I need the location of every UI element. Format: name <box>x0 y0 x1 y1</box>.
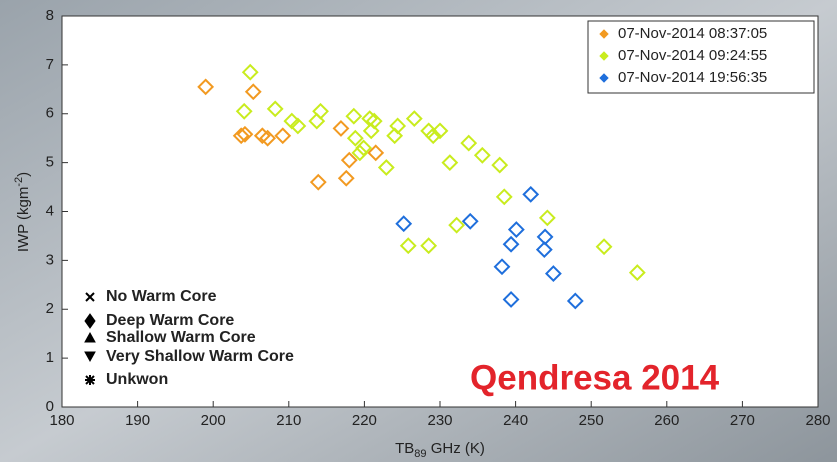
point <box>502 235 520 253</box>
point <box>235 102 253 120</box>
point <box>544 265 562 282</box>
point <box>448 216 466 234</box>
point <box>420 237 438 255</box>
legend-marker <box>599 51 609 61</box>
y-tick-label: 1 <box>46 349 54 366</box>
point <box>535 241 553 259</box>
point <box>431 122 449 140</box>
point <box>473 146 491 164</box>
x-tick-label: 230 <box>427 412 452 429</box>
point <box>236 125 254 143</box>
legend-label: 07-Nov-2014 19:56:35 <box>618 69 767 86</box>
point <box>253 127 271 145</box>
point <box>628 264 646 282</box>
y-axis-label: IWP (kgm-2) <box>13 172 32 252</box>
point <box>522 185 540 203</box>
point <box>538 209 556 227</box>
point <box>461 212 479 230</box>
y-tick-label: 6 <box>46 105 54 122</box>
point <box>346 129 364 147</box>
point <box>386 127 404 145</box>
x-tick-label: 280 <box>805 412 830 429</box>
point <box>244 83 262 101</box>
y-tick-label: 8 <box>46 7 54 24</box>
x-tick-label: 250 <box>579 412 604 429</box>
point <box>460 134 478 152</box>
legend-marker <box>599 73 609 83</box>
point <box>566 292 584 310</box>
y-tick-label: 0 <box>46 398 54 415</box>
point <box>362 122 380 140</box>
x-tick-label: 190 <box>125 412 150 429</box>
point <box>399 237 417 255</box>
core-legend-label: Deep Warm Core <box>106 312 234 329</box>
x-tick-label: 270 <box>730 412 755 429</box>
point <box>266 100 284 118</box>
legend-box <box>587 20 815 94</box>
core-legend-label: Shallow Warm Core <box>106 329 256 346</box>
y-tick-label: 4 <box>46 202 54 219</box>
point <box>507 221 525 238</box>
y-tick-label: 3 <box>46 251 54 268</box>
point <box>345 107 363 125</box>
x-tick-label: 240 <box>503 412 528 429</box>
core-legend-label: Unkwon <box>106 371 168 388</box>
point <box>355 139 373 157</box>
point <box>312 102 329 120</box>
point <box>495 188 513 206</box>
legend-marker <box>599 29 609 39</box>
x-tick-label: 180 <box>49 412 74 429</box>
core-legend-label: Very Shallow Warm Core <box>106 348 294 365</box>
x-axis-label: TB89 GHz (K) <box>395 440 485 460</box>
point <box>340 151 358 169</box>
x-tick-label: 260 <box>654 412 679 429</box>
point <box>332 119 350 137</box>
point <box>424 127 442 145</box>
chart-annotation: Qendresa 2014 <box>470 358 720 397</box>
core-legend-symbols <box>84 292 96 385</box>
y-tick-label: 2 <box>46 300 54 317</box>
x-tick-label: 210 <box>276 412 301 429</box>
x-tick-label: 220 <box>352 412 377 429</box>
point <box>405 110 423 128</box>
point <box>337 169 355 187</box>
point <box>502 291 520 308</box>
point <box>389 117 407 135</box>
point <box>491 156 509 174</box>
point <box>309 173 327 191</box>
x-tick-label: 200 <box>201 412 226 429</box>
point <box>259 129 277 147</box>
core-legend-label: No Warm Core <box>106 288 217 305</box>
point <box>367 144 385 162</box>
point <box>377 159 395 176</box>
point <box>197 78 215 96</box>
point <box>595 238 613 256</box>
point <box>493 258 511 276</box>
point <box>395 215 413 233</box>
point <box>351 144 369 162</box>
point <box>232 127 250 145</box>
y-tick-label: 7 <box>46 56 54 73</box>
point <box>274 127 292 145</box>
point <box>289 117 307 135</box>
point <box>241 63 259 81</box>
point <box>441 154 459 172</box>
legend-label: 07-Nov-2014 08:37:05 <box>618 25 767 42</box>
legend-label: 07-Nov-2014 09:24:55 <box>618 47 767 64</box>
y-tick-label: 5 <box>46 154 54 171</box>
